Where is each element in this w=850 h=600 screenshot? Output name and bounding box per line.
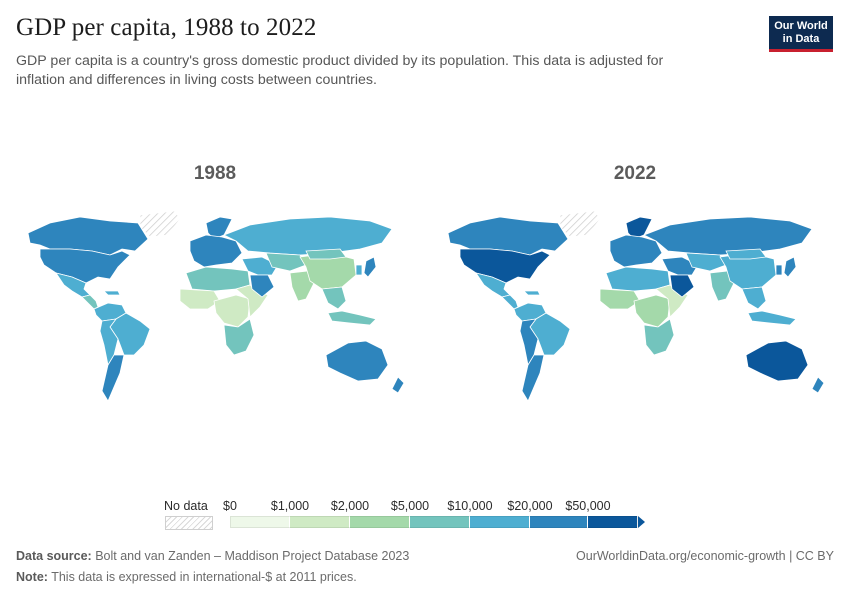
- footer-source: Data source: Bolt and van Zanden – Maddi…: [16, 549, 409, 563]
- region-southern-africa[interactable]: [643, 318, 675, 356]
- region-central-america[interactable]: [81, 294, 99, 310]
- chart-title: GDP per capita, 1988 to 2022: [16, 14, 317, 41]
- map-year-left: 1988: [193, 163, 237, 184]
- region-greenland[interactable]: [139, 210, 181, 238]
- legend-bin-border: [230, 516, 638, 528]
- region-central-africa[interactable]: [633, 294, 671, 328]
- map-year-right: 2022: [613, 163, 657, 184]
- region-australia[interactable]: [325, 340, 389, 382]
- region-japan[interactable]: [783, 256, 797, 278]
- region-central-asia[interactable]: [265, 252, 307, 272]
- footer-source-text[interactable]: Bolt and van Zanden – Maddison Project D…: [95, 549, 410, 563]
- legend-bin-5[interactable]: [530, 516, 588, 528]
- footer-note-text: This data is expressed in international-…: [51, 570, 357, 584]
- footer-note-label: Note:: [16, 570, 48, 584]
- logo-line-1: Our World: [774, 20, 828, 32]
- legend-tick: $0: [223, 499, 237, 513]
- region-caribbean[interactable]: [523, 290, 541, 296]
- footer-url[interactable]: OurWorldinData.org/economic-growth | CC …: [576, 549, 834, 563]
- region-japan[interactable]: [363, 256, 377, 278]
- world-map-1988: [27, 210, 405, 402]
- region-saudi-arabia[interactable]: [669, 274, 695, 298]
- region-korea[interactable]: [355, 264, 363, 276]
- legend-bin-4[interactable]: [470, 516, 530, 528]
- region-canada[interactable]: [27, 216, 149, 256]
- chart-subtitle: GDP per capita is a country's gross dome…: [16, 53, 664, 88]
- legend-bin-0[interactable]: [230, 516, 290, 528]
- legend-bin-6[interactable]: [588, 516, 638, 528]
- region-west-africa[interactable]: [599, 288, 641, 310]
- region-australia[interactable]: [745, 340, 809, 382]
- region-saudi-arabia[interactable]: [249, 274, 275, 298]
- legend-bin-1[interactable]: [290, 516, 350, 528]
- region-canada[interactable]: [447, 216, 569, 256]
- region-central-asia[interactable]: [685, 252, 727, 272]
- region-chile-argentina[interactable]: [101, 354, 125, 402]
- legend-no-data-swatch: [165, 516, 213, 530]
- region-middle-east[interactable]: [241, 256, 279, 276]
- legend-arrow-icon: [638, 516, 645, 528]
- region-mongolia[interactable]: [725, 248, 767, 260]
- legend-tick: $50,000: [565, 499, 611, 513]
- region-indonesia[interactable]: [327, 310, 377, 326]
- region-southeast-asia[interactable]: [741, 286, 767, 310]
- footer-note: Note: This data is expressed in internat…: [16, 570, 357, 584]
- footer-source-label: Data source:: [16, 549, 92, 563]
- region-europe[interactable]: [609, 234, 663, 268]
- region-central-america[interactable]: [501, 294, 519, 310]
- legend-bin-3[interactable]: [410, 516, 470, 528]
- owid-logo[interactable]: Our World in Data: [769, 16, 833, 52]
- region-central-africa[interactable]: [213, 294, 251, 328]
- legend-tick: $10,000: [447, 499, 493, 513]
- region-new-zealand[interactable]: [811, 376, 825, 394]
- region-russia[interactable]: [223, 216, 393, 256]
- region-greenland[interactable]: [559, 210, 601, 238]
- region-usa[interactable]: [459, 248, 551, 284]
- region-korea[interactable]: [775, 264, 783, 276]
- region-indonesia[interactable]: [747, 310, 797, 326]
- region-new-zealand[interactable]: [391, 376, 405, 394]
- region-caribbean[interactable]: [103, 290, 121, 296]
- region-middle-east[interactable]: [661, 256, 699, 276]
- color-legend: No data $0 $1,000 $2,000 $5,000 $10,000 $20,0…: [160, 498, 660, 534]
- region-europe[interactable]: [189, 234, 243, 268]
- region-southeast-asia[interactable]: [321, 286, 347, 310]
- region-chile-argentina[interactable]: [521, 354, 545, 402]
- region-mongolia[interactable]: [305, 248, 347, 260]
- legend-tick: $1,000: [270, 499, 310, 513]
- logo-line-2: in Data: [782, 32, 820, 45]
- legend-tick: $20,000: [507, 499, 553, 513]
- region-usa[interactable]: [39, 248, 131, 284]
- legend-bin-2[interactable]: [350, 516, 410, 528]
- world-map-2022: [447, 210, 825, 402]
- legend-tick: $5,000: [390, 499, 430, 513]
- legend-no-data-label: No data: [164, 499, 208, 513]
- region-west-africa[interactable]: [179, 288, 221, 310]
- legend-tick: $2,000: [330, 499, 370, 513]
- region-russia[interactable]: [643, 216, 813, 256]
- region-southern-africa[interactable]: [223, 318, 255, 356]
